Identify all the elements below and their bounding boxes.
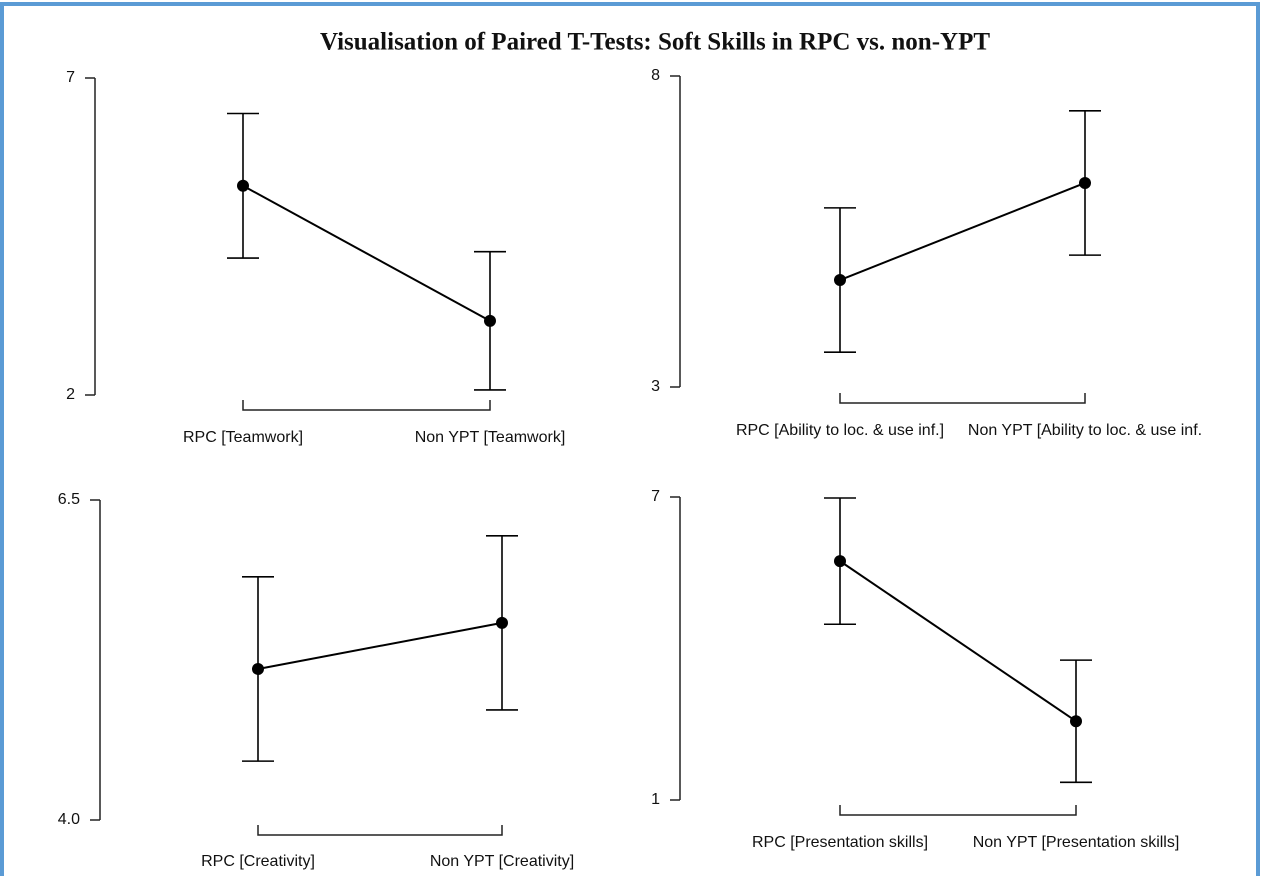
y-tick-label: 8: [651, 67, 660, 84]
y-tick-label: 1: [651, 791, 660, 808]
point: [1070, 715, 1082, 728]
x-tick-label: RPC [Ability to loc. & use inf.]: [736, 422, 944, 439]
line: [242, 184, 491, 322]
x-tick-label: Non YPT [Teamwork]: [415, 429, 566, 446]
x-tick-label: Non YPT [Ability to loc. & use inf.: [968, 422, 1202, 439]
x-axis: [839, 805, 1077, 816]
x-tick-label: Non YPT [Presentation skills]: [973, 834, 1180, 851]
y-tick-label: 4.0: [58, 811, 80, 828]
y-tick-label: 6.5: [58, 491, 80, 508]
chart-title: Visualisation of Paired T-Tests: Soft Sk…: [320, 29, 990, 56]
x-tick-label: RPC [Creativity]: [201, 853, 315, 870]
point: [834, 555, 846, 568]
line: [839, 560, 1077, 723]
x-axis: [257, 825, 503, 836]
x-axis: [839, 393, 1086, 404]
y-tick-label: 2: [66, 386, 75, 403]
point: [237, 179, 249, 192]
y-tick-label: 7: [66, 69, 75, 86]
x-tick-label: RPC [Presentation skills]: [752, 834, 928, 851]
line: [257, 621, 503, 670]
point: [252, 662, 264, 675]
x-axis: [242, 400, 491, 411]
line: [839, 182, 1086, 281]
point: [1079, 176, 1091, 189]
point: [834, 274, 846, 287]
x-tick-label: RPC [Teamwork]: [183, 429, 303, 446]
y-tick-label: 3: [651, 378, 660, 395]
point: [496, 616, 508, 629]
x-tick-label: Non YPT [Creativity]: [430, 853, 574, 870]
y-tick-label: 7: [651, 488, 660, 505]
point: [484, 314, 496, 327]
